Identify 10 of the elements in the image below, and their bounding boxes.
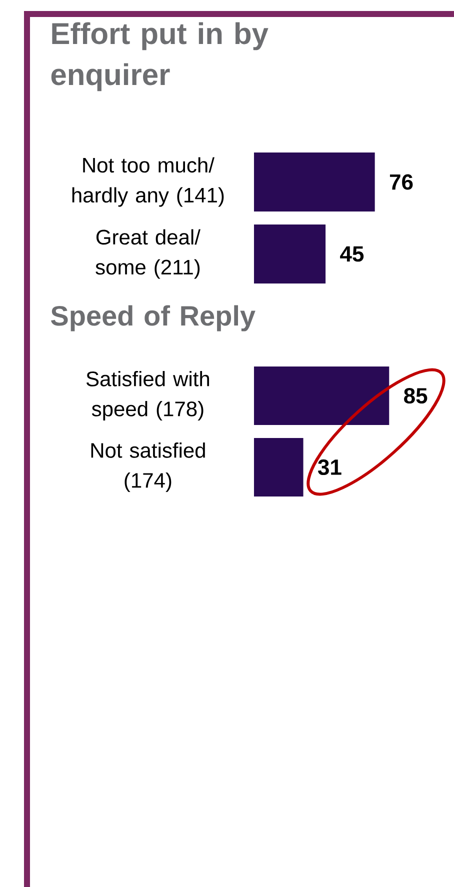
data-label: 31	[318, 459, 342, 476]
y-tick-label: Satisfied with speed (178)	[86, 370, 210, 421]
data-label: 76	[390, 174, 413, 190]
chart-title: Speed of Reply	[51, 305, 256, 332]
y-tick-label: Not too much/ hardly any (141)	[72, 157, 224, 207]
data-label: 85	[404, 388, 428, 404]
y-tick-label: Great deal/ some (211)	[96, 229, 200, 279]
y-tick-label: Not satisfied (174)	[91, 442, 205, 492]
chart-title: Effort put in by enquirer	[51, 22, 268, 92]
data-label: 45	[340, 246, 364, 262]
